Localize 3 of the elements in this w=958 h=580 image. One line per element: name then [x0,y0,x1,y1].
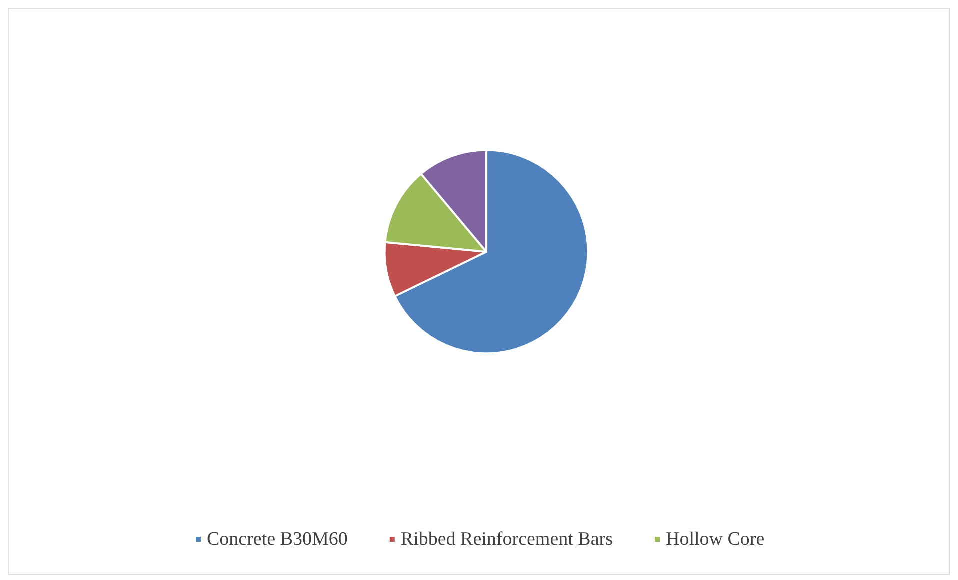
legend-label: Ribbed Reinforcement Bars [400,529,614,550]
legend-label: Hollow Core [666,529,765,550]
legend-label: Concrete B30M60 [207,529,348,550]
